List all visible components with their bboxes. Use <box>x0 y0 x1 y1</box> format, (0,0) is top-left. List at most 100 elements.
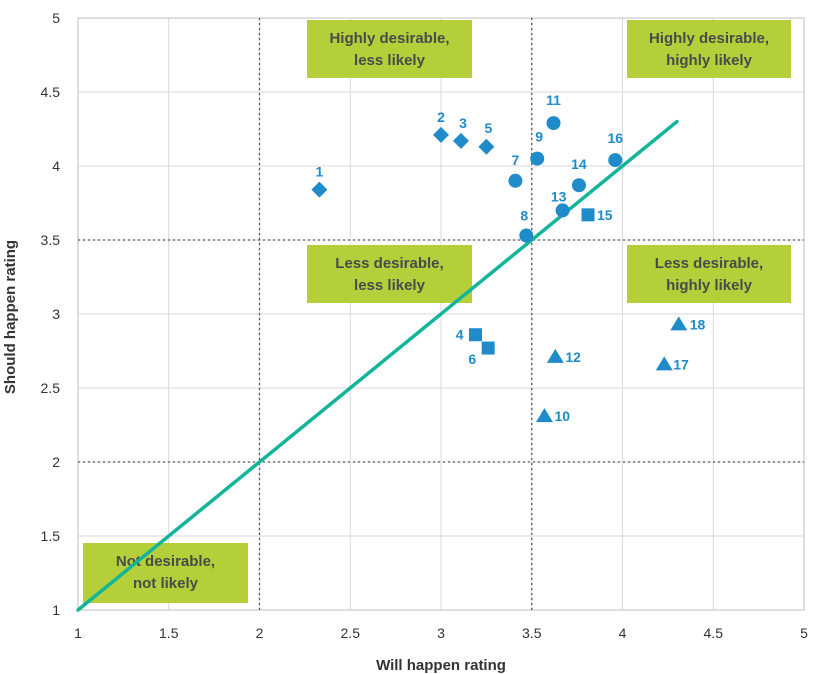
x-tick-label: 5 <box>800 625 808 641</box>
point-marker-circle <box>508 173 523 188</box>
divider-lines <box>78 18 804 610</box>
quadrant-text: highly likely <box>666 277 753 294</box>
point-marker-circle <box>571 178 586 193</box>
quadrant-text: Less desirable, <box>655 255 763 272</box>
data-point-10: 10 <box>535 408 570 424</box>
plot-border <box>77 17 805 611</box>
data-point-9: 9 <box>530 129 545 166</box>
x-tick-label: 3.5 <box>522 625 542 641</box>
point-marker-circle <box>530 151 545 166</box>
point-label: 13 <box>551 188 567 204</box>
quadrant-text: less likely <box>354 277 426 294</box>
point-marker-circle <box>555 203 570 218</box>
point-label: 12 <box>565 349 581 365</box>
point-marker-circle <box>519 228 534 243</box>
point-marker-square <box>468 328 482 342</box>
quadrant-text: Less desirable, <box>335 255 443 272</box>
data-point-16: 16 <box>607 130 623 168</box>
data-point-17: 17 <box>655 356 689 372</box>
quadrant-box <box>307 20 472 78</box>
quadrant-label: Less desirable, highly likely <box>627 245 791 303</box>
y-tick-label: 2.5 <box>41 380 61 396</box>
point-label: 5 <box>484 120 492 136</box>
y-tick-label: 5 <box>52 10 60 26</box>
y-tick-label: 4 <box>52 158 60 174</box>
data-point-13: 13 <box>551 188 570 218</box>
data-point-14: 14 <box>571 156 587 193</box>
point-marker-circle <box>608 153 623 168</box>
point-marker-diamond <box>452 132 469 149</box>
point-label: 1 <box>315 164 323 180</box>
point-marker-diamond <box>478 138 495 155</box>
quadrant-label: Highly desirable, highly likely <box>627 20 791 78</box>
x-tick-label: 4.5 <box>704 625 724 641</box>
y-tick-label: 1.5 <box>41 528 61 544</box>
data-point-5: 5 <box>478 120 495 155</box>
data-point-1: 1 <box>311 164 328 198</box>
y-tick-label: 3 <box>52 306 60 322</box>
data-point-11: 11 <box>546 92 561 131</box>
point-label: 11 <box>546 92 561 108</box>
point-label: 9 <box>535 129 543 145</box>
x-tick-label: 1.5 <box>159 625 179 641</box>
point-label: 16 <box>607 130 623 146</box>
point-label: 15 <box>597 207 613 223</box>
point-label: 18 <box>690 316 706 332</box>
x-tick-label: 2 <box>256 625 264 641</box>
point-marker-triangle <box>546 348 564 363</box>
data-point-4: 4 <box>456 327 482 343</box>
point-label: 17 <box>673 356 689 372</box>
tick-labels: 1 1.5 2 2.5 3 3.5 4 4.5 5 1 1.5 2 2.5 3 3.5 4 4.5 5 <box>41 10 809 641</box>
data-point-12: 12 <box>546 348 581 365</box>
reference-line <box>76 119 679 612</box>
y-tick-label: 2 <box>52 454 60 470</box>
data-point-15: 15 <box>581 207 613 223</box>
quadrant-text: Highly desirable, <box>649 30 769 47</box>
quadrant-label: Highly desirable, less likely <box>307 20 472 78</box>
point-marker-triangle <box>670 316 688 331</box>
point-label: 2 <box>437 109 445 125</box>
point-label: 4 <box>456 327 464 343</box>
y-tick-label: 1 <box>52 602 60 618</box>
point-label: 3 <box>459 115 467 131</box>
point-label: 14 <box>571 156 587 172</box>
quadrant-text: highly likely <box>666 52 753 69</box>
point-label: 10 <box>554 408 570 424</box>
point-label: 7 <box>512 152 520 168</box>
point-marker-triangle <box>535 408 553 423</box>
point-marker-triangle <box>655 356 673 371</box>
point-label: 6 <box>468 351 476 367</box>
y-tick-label: 3.5 <box>41 232 61 248</box>
quadrant-box <box>627 245 791 303</box>
y-tick-label: 4.5 <box>41 84 61 100</box>
point-marker-diamond <box>311 181 328 198</box>
point-marker-diamond <box>433 126 449 143</box>
data-point-7: 7 <box>508 152 523 188</box>
quadrant-text: not likely <box>133 575 199 592</box>
point-marker-circle <box>546 116 561 131</box>
x-tick-label: 3 <box>437 625 445 641</box>
point-marker-square <box>481 341 495 355</box>
data-point-18: 18 <box>670 316 706 332</box>
point-marker-square <box>581 208 595 222</box>
quadrant-box <box>83 543 248 603</box>
quadrant-box <box>627 20 791 78</box>
x-tick-label: 1 <box>74 625 82 641</box>
quadrant-label: Less desirable, less likely <box>307 245 472 303</box>
quadrant-text: less likely <box>354 52 426 69</box>
data-point-2: 2 <box>433 109 449 143</box>
quadrant-text: Highly desirable, <box>329 30 449 47</box>
data-point-8: 8 <box>519 208 534 243</box>
reference-line-layer <box>76 119 679 612</box>
x-tick-label: 2.5 <box>341 625 361 641</box>
data-point-6: 6 <box>468 341 495 367</box>
quadrant-label: Not desirable,not likely <box>83 543 248 603</box>
point-label: 8 <box>520 208 528 224</box>
y-axis-title: Should happen rating <box>2 240 19 394</box>
data-point-3: 3 <box>452 115 469 149</box>
quadrant-box <box>307 245 472 303</box>
x-tick-label: 4 <box>619 625 627 641</box>
